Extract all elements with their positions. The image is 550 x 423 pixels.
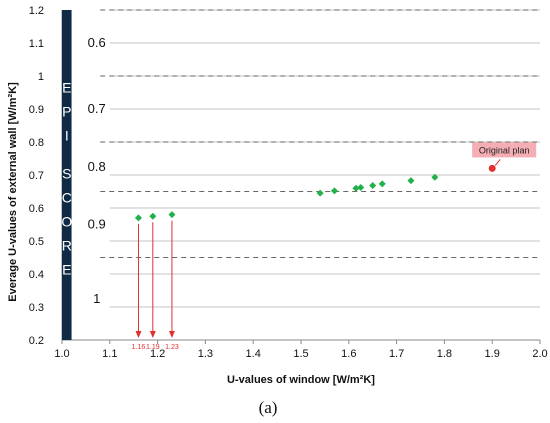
x-tick-label: 1.8: [437, 348, 452, 360]
x-tick-label: 1.6: [341, 348, 356, 360]
y-tick-label: 1.1: [29, 38, 44, 50]
tick-labels: 1.0 1.1 1.2 1.3 1.4 1.5 1.6 1.7 1.8 1.9 2.0 0.2 0.3 0…: [29, 5, 548, 360]
y-tick-label: 1.2: [29, 5, 44, 17]
score-band-label: 0.8: [88, 159, 106, 174]
epi-letter: E: [62, 80, 71, 96]
annotation-arrowhead: [168, 331, 175, 338]
data-point: [369, 182, 377, 190]
epi-score-bar-fill: [62, 10, 72, 340]
data-point: [352, 184, 360, 192]
x-tick-label: 1.2: [150, 348, 165, 360]
data-point: [431, 173, 439, 181]
score-band-label: 0.9: [88, 217, 106, 232]
data-point: [357, 184, 365, 192]
original-plan-marker: Original plan: [472, 142, 537, 172]
x-axis-title: U-values of window [W/m²K]: [227, 374, 375, 386]
data-point: [134, 214, 142, 222]
epi-letter: C: [62, 190, 72, 206]
epi-letter: E: [62, 262, 71, 278]
score-band-label: 0.7: [88, 101, 106, 116]
figure-caption: (a): [259, 398, 278, 417]
original-plan-label: Original plan: [479, 145, 530, 155]
arrow-annotations: 1.16 1.19 1.23: [132, 220, 179, 351]
data-point: [330, 187, 338, 195]
annotation-arrowhead: [135, 331, 142, 338]
original-plan-pointer: [494, 159, 501, 166]
threshold-lines: [100, 9, 540, 258]
data-point: [168, 211, 176, 219]
y-tick-label: 0.2: [29, 335, 44, 347]
data-point: [378, 180, 386, 188]
data-point: [407, 177, 415, 185]
x-tick-label: 1.4: [246, 348, 261, 360]
annotation-label: 1.19: [146, 344, 160, 351]
score-band-label: 1: [93, 291, 100, 306]
annotation-arrowhead: [149, 331, 156, 338]
y-tick-label: 0.4: [29, 269, 44, 281]
x-tick-label: 1.3: [198, 348, 213, 360]
y-tick-label: 1: [38, 71, 44, 83]
y-tick-label: 0.8: [29, 137, 44, 149]
y-axis-title: Everage U-values of external wall [W/m²K…: [7, 82, 19, 302]
epi-letter: O: [61, 214, 72, 230]
score-bands: 0.6 0.7 0.8 0.9 1: [88, 35, 106, 306]
original-plan-label-bg: [472, 142, 537, 158]
epi-letter: R: [62, 238, 72, 254]
annotation-label: 1.16: [132, 344, 146, 351]
data-point: [316, 189, 324, 197]
x-tick-label: 1.5: [293, 348, 308, 360]
y-tick-label: 0.7: [29, 170, 44, 182]
score-band-label: 0.6: [88, 35, 106, 50]
x-tick-label: 1.7: [389, 348, 404, 360]
y-tick-label: 0.5: [29, 236, 44, 248]
epi-letter: S: [62, 166, 71, 182]
epi-letter: I: [65, 128, 69, 144]
grid-lines: [109, 9, 540, 341]
annotation-label: 1.23: [165, 344, 179, 351]
original-plan-point: [488, 164, 496, 172]
data-points: [134, 173, 439, 222]
y-tick-label: 0.9: [29, 104, 44, 116]
data-point: [149, 212, 157, 220]
x-tick-label: 1.1: [102, 348, 117, 360]
x-tick-label: 2.0: [532, 348, 547, 360]
y-tick-label: 0.6: [29, 203, 44, 215]
y-tick-label: 0.3: [29, 302, 44, 314]
epi-letter: P: [62, 104, 71, 120]
x-tick-label: 1.0: [54, 348, 69, 360]
x-tick-label: 1.9: [485, 348, 500, 360]
